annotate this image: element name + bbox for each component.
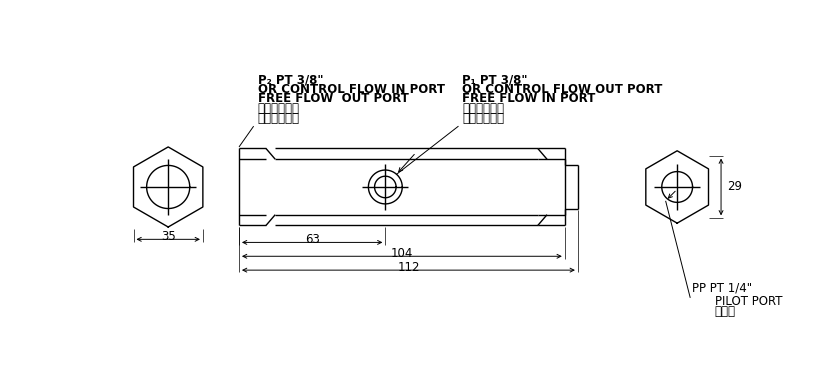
Text: 63: 63 <box>305 233 319 246</box>
Text: P₂ PT 3/8": P₂ PT 3/8" <box>257 74 323 87</box>
Text: 自由油流入口: 自由油流入口 <box>462 112 504 125</box>
Text: OR CONTROL FLOW OUT PORT: OR CONTROL FLOW OUT PORT <box>462 83 663 96</box>
Text: OR CONTROL FLOW IN PORT: OR CONTROL FLOW IN PORT <box>257 83 445 96</box>
Text: 自由油流出口: 自由油流出口 <box>257 112 299 125</box>
Text: FREE FLOW  OUT PORT: FREE FLOW OUT PORT <box>257 92 408 105</box>
Text: PP PT 1/4": PP PT 1/4" <box>691 282 752 295</box>
Text: 35: 35 <box>161 230 176 243</box>
Text: 控制油流出口: 控制油流出口 <box>462 102 504 115</box>
Text: 29: 29 <box>727 180 742 193</box>
Text: PILOT PORT: PILOT PORT <box>715 295 782 308</box>
Text: 112: 112 <box>397 261 420 274</box>
Text: FREE FLOW IN PORT: FREE FLOW IN PORT <box>462 92 596 105</box>
Text: 控制油流入口: 控制油流入口 <box>257 102 299 115</box>
Text: 引導口: 引導口 <box>715 305 736 318</box>
Text: 104: 104 <box>390 247 413 260</box>
Text: P₁ PT 3/8": P₁ PT 3/8" <box>462 74 528 87</box>
